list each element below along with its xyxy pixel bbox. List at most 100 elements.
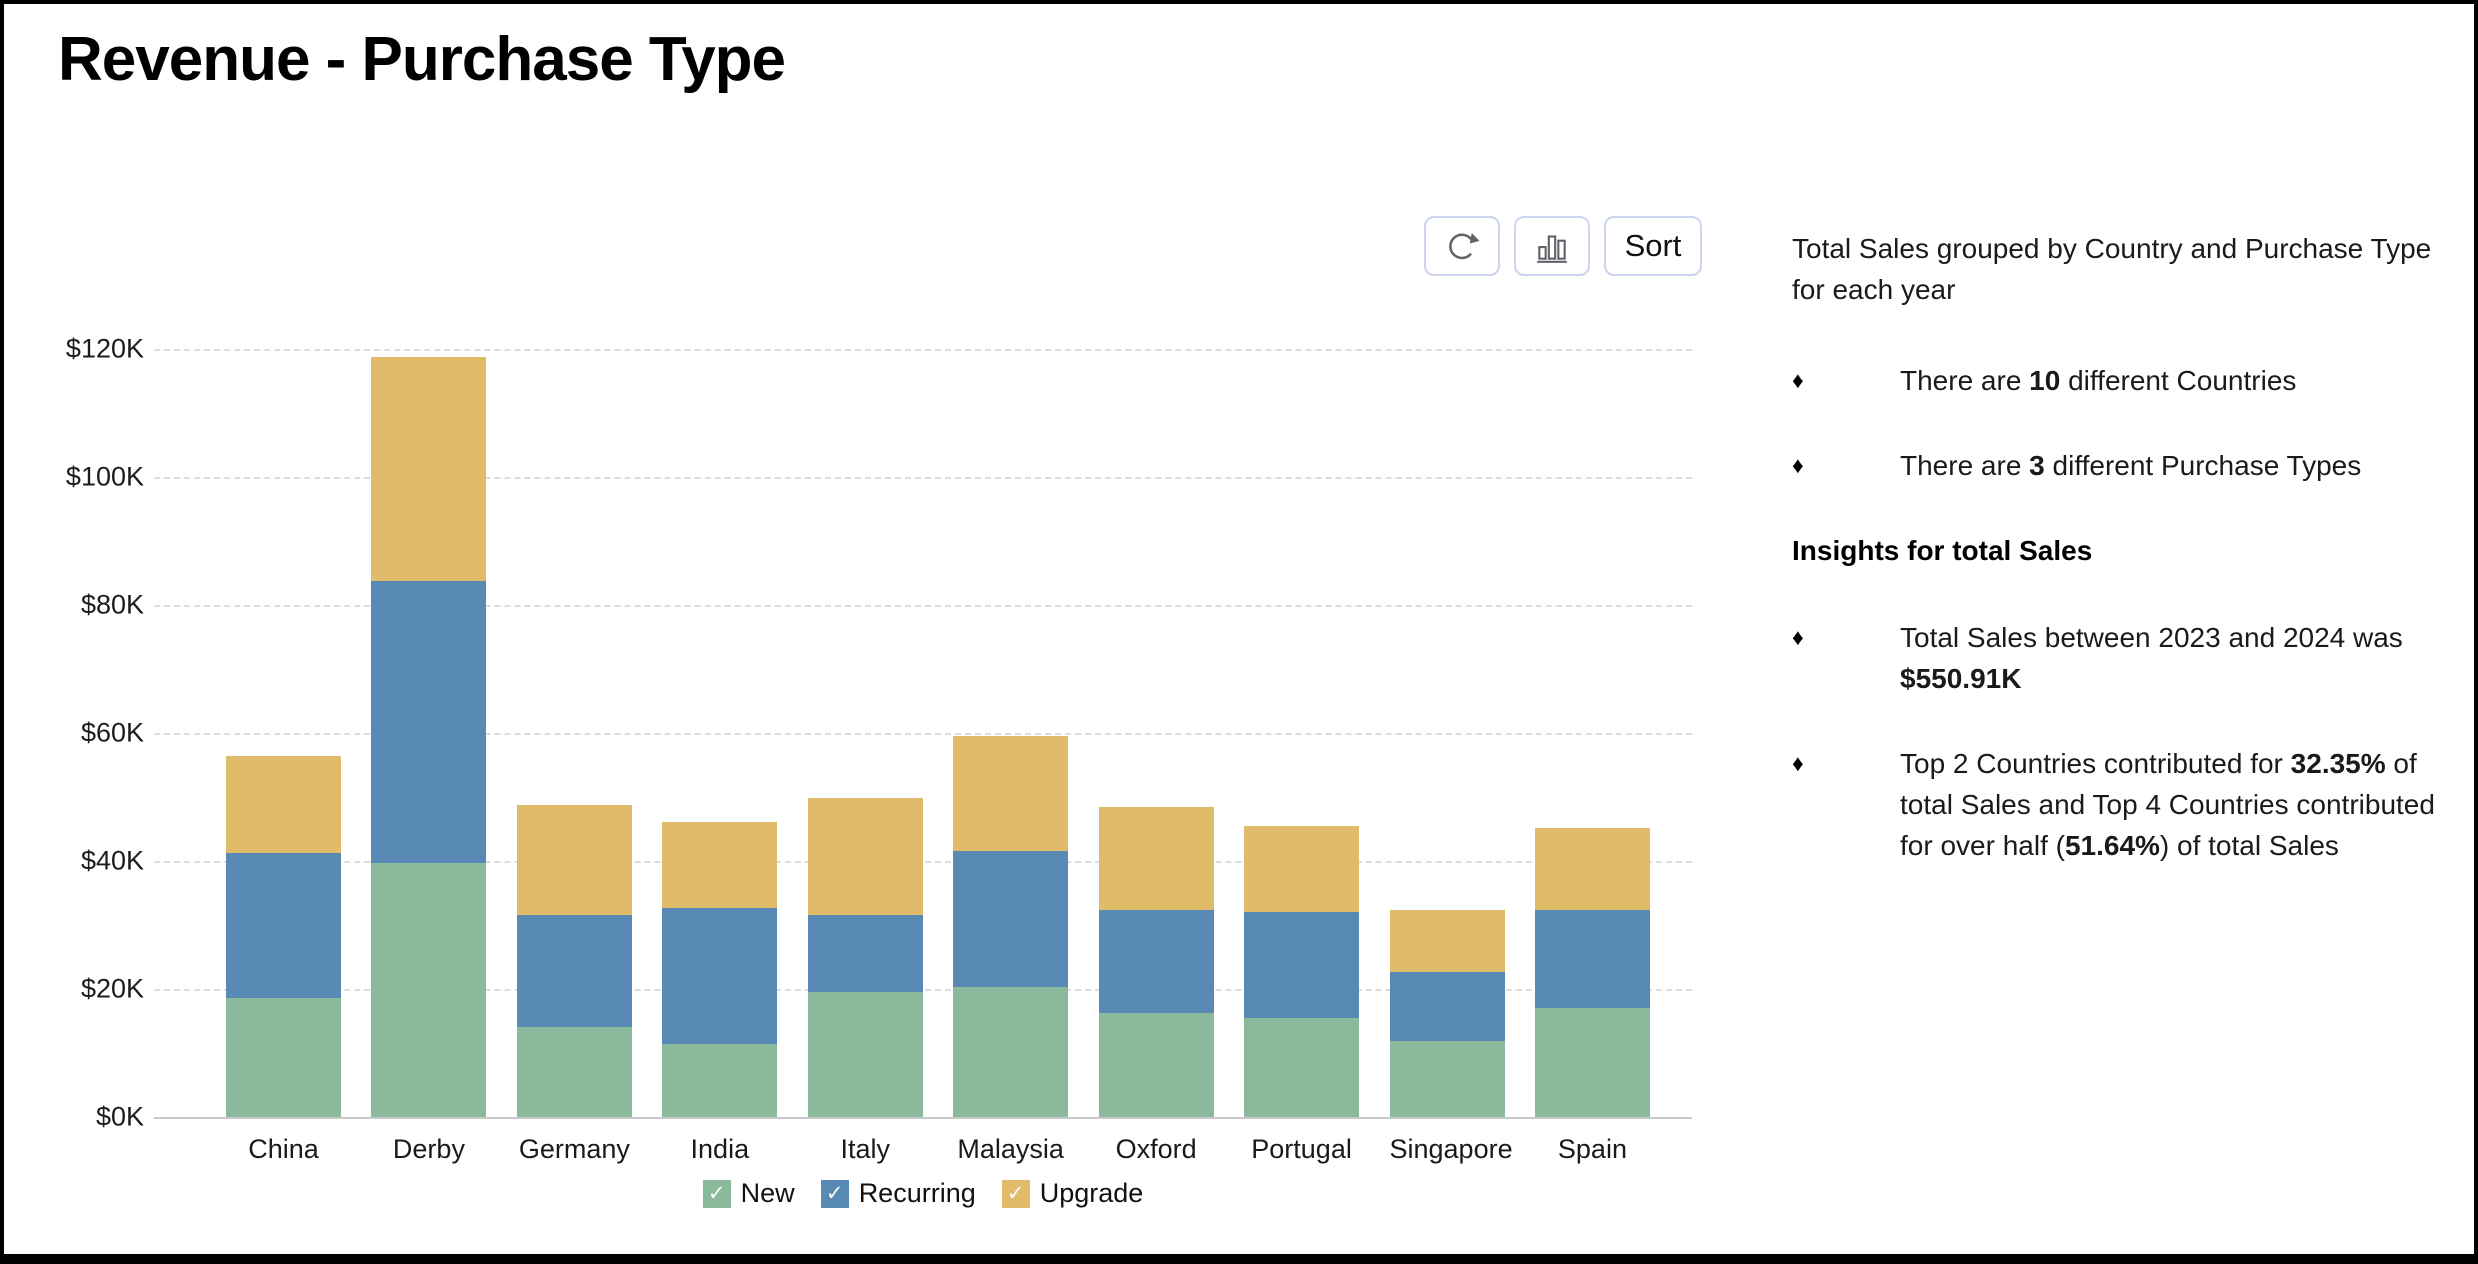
bar-oxford (1098, 806, 1214, 1117)
refresh-button[interactable] (1424, 216, 1500, 276)
insights-panel: Total Sales grouped by Country and Purch… (1792, 228, 2464, 910)
bar-segment-india-new[interactable] (662, 1044, 778, 1117)
check-icon: ✓ (825, 1182, 844, 1205)
bar-segment-portugal-new[interactable] (1244, 1017, 1360, 1117)
x-axis-label-singapore: Singapore (1389, 1134, 1513, 1164)
gridline-20k (154, 989, 1692, 991)
bar-segment-spain-new[interactable] (1534, 1007, 1650, 1117)
x-axis-label-portugal: Portugal (1251, 1134, 1352, 1164)
bar-segment-malaysia-upgrade[interactable] (953, 735, 1069, 852)
y-axis-label: $120K (65, 333, 144, 364)
bars-area (154, 349, 1692, 1117)
bar-segment-germany-recurring[interactable] (516, 915, 632, 1028)
bar-segment-oxford-recurring[interactable] (1098, 910, 1214, 1014)
x-axis: China Derby Germany India Italy Malaysia Oxfor… (154, 1134, 1692, 1165)
bar-segment-derby-new[interactable] (371, 862, 487, 1117)
y-axis-label: $100K (65, 461, 144, 492)
gridline-80k (154, 605, 1692, 607)
legend-label: Recurring (858, 1178, 976, 1208)
insight-bullet: ♦ There are 10 different Countries (1792, 360, 2464, 401)
bar-segment-italy-upgrade[interactable] (807, 798, 923, 916)
bar-segment-derby-recurring[interactable] (371, 580, 487, 863)
bar-segment-singapore-recurring[interactable] (1389, 971, 1505, 1041)
legend-checkbox-recurring[interactable]: ✓ (820, 1179, 849, 1208)
bar-malaysia (953, 735, 1069, 1117)
bar-segment-portugal-recurring[interactable] (1244, 911, 1360, 1018)
insight-bullet: ♦ There are 3 different Purchase Types (1792, 445, 2464, 486)
gridline-100k (154, 477, 1692, 479)
diamond-bullet-icon: ♦ (1792, 750, 1804, 776)
bar-segment-italy-new[interactable] (807, 992, 923, 1117)
insight-bullet: ♦ Total Sales between 2023 and 2024 was $… (1792, 617, 2464, 699)
diamond-bullet-icon: ♦ (1792, 452, 1804, 478)
bar-germany (516, 804, 632, 1117)
insight-bullet-text: Top 2 Countries contributed for 32.35% o… (1900, 748, 2435, 861)
legend-item-new[interactable]: ✓ New (702, 1178, 795, 1209)
y-axis-label: $0K (95, 1101, 144, 1132)
bar-portugal (1244, 825, 1360, 1117)
bar-chart-icon (1537, 235, 1567, 263)
x-axis-label-germany: Germany (518, 1134, 630, 1164)
y-axis-label: $80K (80, 589, 144, 620)
bar-spain (1534, 828, 1650, 1117)
bar-china (226, 756, 341, 1117)
stacked-bar-chart-plot (154, 349, 1692, 1119)
x-axis-label-derby: Derby (392, 1134, 465, 1164)
bar-segment-malaysia-new[interactable] (953, 987, 1069, 1117)
legend-checkbox-new[interactable]: ✓ (702, 1179, 731, 1208)
bar-segment-germany-upgrade[interactable] (516, 804, 632, 916)
y-axis-label: $60K (80, 717, 144, 748)
bar-segment-oxford-upgrade[interactable] (1098, 806, 1214, 911)
bar-segment-india-upgrade[interactable] (662, 821, 778, 909)
insight-bullet-text: There are 10 different Countries (1900, 365, 2297, 396)
x-axis-label-italy: Italy (840, 1134, 891, 1164)
bar-segment-china-upgrade[interactable] (226, 756, 341, 854)
bar-segment-portugal-upgrade[interactable] (1244, 825, 1360, 912)
bar-segment-germany-new[interactable] (516, 1027, 632, 1117)
insight-bullet-text: There are 3 different Purchase Types (1900, 450, 2362, 481)
gridline-120k (154, 349, 1692, 351)
gridline-60k (154, 733, 1692, 735)
bar-india (662, 821, 778, 1117)
bar-segment-singapore-new[interactable] (1389, 1040, 1505, 1117)
bar-singapore (1389, 909, 1505, 1117)
summary-bullets: ♦ There are 10 different Countries ♦ There … (1792, 360, 2464, 486)
y-axis: $120K $100K $80K $60K $40K $20K $0K (32, 334, 144, 1132)
gridline-40k (154, 861, 1692, 863)
insights-heading: Insights for total Sales (1792, 535, 2093, 566)
legend-item-recurring[interactable]: ✓ Recurring (820, 1178, 976, 1209)
bar-segment-china-recurring[interactable] (226, 853, 341, 998)
insight-bullets: ♦ Total Sales between 2023 and 2024 was $… (1792, 617, 2464, 866)
x-axis-label-malaysia: Malaysia (957, 1134, 1064, 1164)
x-axis-label-india: India (690, 1134, 750, 1164)
bar-segment-spain-upgrade[interactable] (1534, 828, 1650, 910)
y-axis-label: $40K (80, 845, 144, 876)
insight-bullet: ♦ Top 2 Countries contributed for 32.35% … (1792, 743, 2464, 866)
bar-segment-india-recurring[interactable] (662, 908, 778, 1045)
legend-checkbox-upgrade[interactable]: ✓ (1001, 1179, 1030, 1208)
chart-type-button[interactable] (1514, 216, 1590, 276)
sort-button[interactable]: Sort (1604, 216, 1702, 276)
x-axis-label-spain: Spain (1557, 1134, 1627, 1164)
bar-derby (371, 356, 487, 1117)
bar-segment-china-new[interactable] (226, 997, 341, 1117)
legend-label: New (740, 1178, 795, 1208)
refresh-icon (1449, 233, 1480, 260)
gridline-0k (154, 1117, 1692, 1119)
x-axis-label-china: China (248, 1134, 319, 1164)
bar-segment-derby-upgrade[interactable] (371, 356, 487, 581)
legend-label: Upgrade (1039, 1178, 1144, 1208)
chart-legend: ✓ New ✓ Recurring ✓ Upgrade (154, 1178, 1692, 1209)
bar-segment-italy-recurring[interactable] (807, 915, 923, 993)
legend-item-upgrade[interactable]: ✓ Upgrade (1001, 1178, 1144, 1209)
bar-segment-oxford-new[interactable] (1098, 1013, 1214, 1117)
chart-description: Total Sales grouped by Country and Purch… (1792, 233, 2432, 305)
bar-segment-spain-recurring[interactable] (1534, 909, 1650, 1008)
bar-segment-malaysia-recurring[interactable] (953, 851, 1069, 988)
chart-toolbar: Sort (1424, 216, 1702, 276)
page-title: Revenue - Purchase Type (58, 25, 786, 94)
check-icon: ✓ (1006, 1182, 1025, 1205)
bar-segment-singapore-upgrade[interactable] (1389, 909, 1505, 972)
bar-italy (807, 798, 923, 1117)
